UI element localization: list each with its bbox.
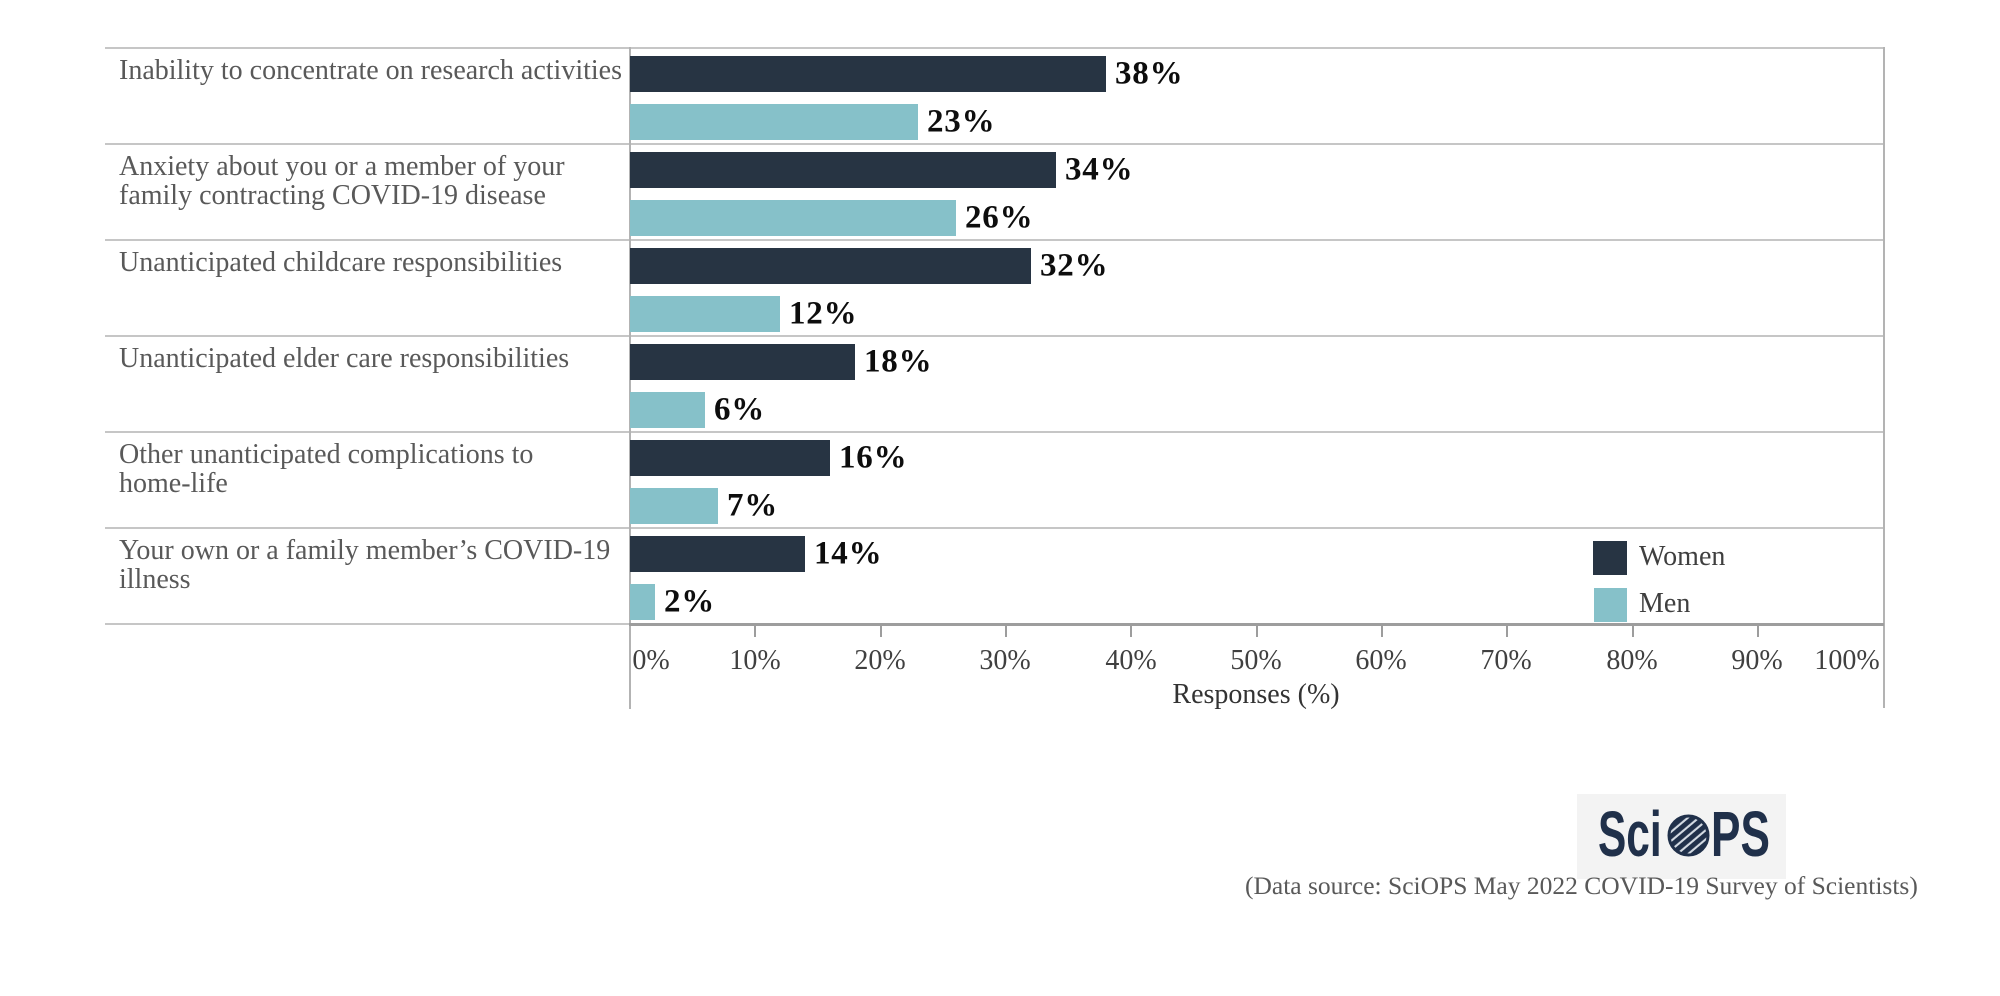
svg-text:Sci: Sci: [1598, 798, 1662, 870]
svg-text:PS: PS: [1711, 798, 1770, 870]
